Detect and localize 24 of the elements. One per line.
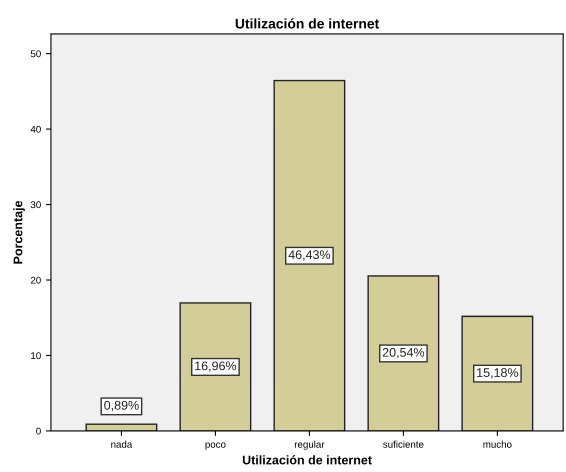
y-tick-label: 50 xyxy=(30,50,41,58)
bar xyxy=(367,275,440,431)
bar xyxy=(461,316,534,431)
x-tick-label: poco xyxy=(206,442,226,450)
data-label: 16,96% xyxy=(195,361,236,372)
y-tick-label: 30 xyxy=(30,201,41,208)
x-tick-label: suficiente xyxy=(383,440,424,448)
y-tick-label: 10 xyxy=(31,352,41,360)
data-label: 15,18% xyxy=(477,368,518,378)
x-tick-label: mucho xyxy=(483,440,512,448)
y-tick-label: 20 xyxy=(30,276,41,284)
bar xyxy=(179,302,252,431)
data-label: 46,43% xyxy=(288,250,330,261)
bar xyxy=(273,80,346,431)
y-axis-title: Porcentaje xyxy=(13,200,25,264)
x-tick-label: nada xyxy=(111,440,132,448)
data-label: 20,54% xyxy=(382,348,424,358)
chart-title: Utilización de internet xyxy=(236,18,380,29)
y-tick-label: 0 xyxy=(36,428,41,435)
bar xyxy=(85,424,158,431)
data-label: 0,89% xyxy=(104,400,139,412)
x-axis-title: Utilización de internet xyxy=(242,455,372,464)
y-tick-label: 40 xyxy=(30,126,41,133)
x-tick-label: regular xyxy=(294,440,324,450)
